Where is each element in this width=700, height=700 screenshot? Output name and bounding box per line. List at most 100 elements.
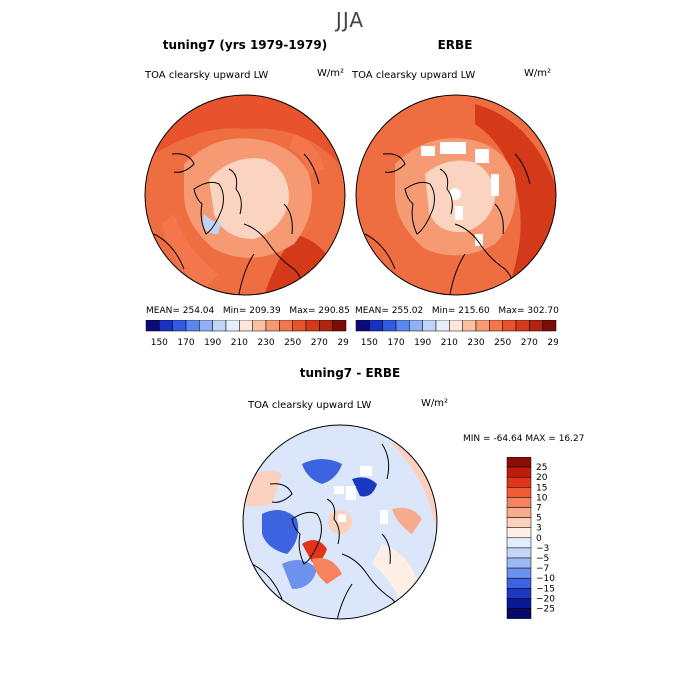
colorbar-swatch: [332, 320, 347, 332]
stats-obs: MEAN= 255.02 Min= 215.60 Max= 302.70: [355, 306, 559, 316]
colorbar-swatch: [292, 320, 307, 332]
colorbar-swatch: [449, 320, 463, 332]
mean-value: 254.04: [182, 306, 215, 316]
colorbar-swatch: [212, 320, 227, 332]
colorbar-tick-label: 230: [467, 338, 484, 348]
diff-max-value: 16.27: [558, 434, 585, 444]
colorbar-swatch: [506, 497, 532, 508]
units-label-diff: W/m²: [421, 398, 449, 409]
min-value: 209.39: [249, 306, 281, 316]
colorbar-tick-label: 7: [536, 504, 542, 514]
colorbar-swatch: [489, 320, 503, 332]
max-value: 290.85: [318, 306, 350, 316]
colorbar-swatch: [506, 466, 532, 478]
colorbar-swatch: [145, 320, 160, 332]
colorbar-swatch: [435, 320, 450, 332]
colorbar-swatch: [422, 320, 437, 332]
colorbar-tick-label: 230: [257, 338, 274, 348]
colorbar-swatch: [409, 320, 423, 332]
colorbar-tick-label: 210: [441, 338, 458, 348]
colorbar-swatch: [506, 577, 532, 589]
max-value: 302.70: [527, 306, 559, 316]
colorbar-swatch: [506, 476, 532, 488]
colorbar-tick-label: 20: [536, 473, 548, 483]
colorbar-tick-label: 170: [177, 338, 194, 348]
colorbar-swatch: [225, 320, 240, 332]
colorbar-tick-label: 10: [536, 493, 548, 503]
colorbar-tick-label: 150: [151, 338, 168, 348]
mean-label: MEAN=: [355, 306, 389, 316]
colorbar-swatch: [506, 457, 532, 468]
diff-minmax: MIN = -64.64 MAX = 16.27: [463, 434, 584, 444]
colorbar-tick-label: −15: [536, 584, 555, 594]
colorbar-tick-label: 250: [494, 338, 511, 348]
stats-model: MEAN= 254.04 Min= 209.39 Max= 290.85: [146, 306, 350, 316]
colorbar-swatch: [265, 320, 280, 332]
colorbar-swatch: [506, 487, 532, 498]
variable-label-obs: TOA clearsky upward LW: [352, 70, 476, 81]
colorbar-tick-label: 25: [536, 463, 547, 473]
units-label-model: W/m²: [317, 68, 345, 79]
diff-min-value: -64.64: [493, 434, 523, 444]
variable-label-model: TOA clearsky upward LW: [145, 70, 269, 81]
min-label: Min=: [222, 306, 247, 316]
colorbar-tick-label: 170: [387, 338, 404, 348]
colorbar-tick-label: 210: [231, 338, 248, 348]
colorbar-tick-label: 250: [284, 338, 301, 348]
min-label: Min=: [431, 306, 456, 316]
colorbar-swatch: [239, 320, 253, 332]
colorbar-tick-label: 270: [311, 338, 328, 348]
colorbar-tick-label: 290: [547, 338, 558, 348]
colorbar-swatch: [515, 320, 530, 332]
colorbar-swatch: [159, 320, 173, 332]
colorbar-swatch: [506, 588, 532, 599]
colorbar-swatch: [529, 320, 543, 332]
colorbar-swatch: [506, 557, 532, 569]
colorbar-swatch: [506, 598, 532, 609]
polar-map-model: [144, 94, 346, 296]
panel-title-model: tuning7 (yrs 1979-1979): [162, 38, 328, 52]
colorbar-tick-label: −5: [536, 554, 549, 564]
colorbar-tick-label: −7: [536, 564, 549, 574]
polar-map-diff: [242, 424, 438, 620]
colorbar-tick-label: 190: [204, 338, 221, 348]
colorbar-tick-label: 190: [414, 338, 431, 348]
colorbar-swatch: [506, 507, 532, 518]
colorbar-swatch: [185, 320, 200, 332]
colorbar-tick-label: 5: [536, 514, 542, 524]
page-title: JJA: [335, 8, 365, 32]
colorbar-swatch: [395, 320, 410, 332]
variable-label-diff: TOA clearsky upward LW: [248, 400, 372, 411]
max-label: Max=: [498, 306, 525, 316]
colorbar-swatch: [506, 517, 532, 528]
colorbar-tick-label: 150: [361, 338, 378, 348]
colorbar-swatch: [475, 320, 490, 332]
min-value: 215.60: [458, 306, 490, 316]
colorbar-swatch: [319, 320, 333, 332]
colorbar-swatch: [506, 527, 532, 539]
colorbar-swatch: [199, 320, 213, 332]
colorbar-tick-label: 290: [337, 338, 348, 348]
mean-value: 255.02: [391, 306, 424, 316]
colorbar-tick-label: −10: [536, 574, 555, 584]
colorbar-tick-label: 15: [536, 483, 547, 493]
colorbar-swatch: [382, 320, 397, 332]
colorbar-swatch: [355, 320, 370, 332]
colorbar-swatch: [279, 320, 293, 332]
colorbar-swatch: [305, 320, 320, 332]
colorbar-model: 150 170 190 210 230 250 270 290: [145, 320, 348, 348]
colorbar-tick-label: −20: [536, 594, 555, 604]
colorbar-swatch: [462, 320, 477, 332]
colorbar-swatch: [542, 320, 557, 332]
colorbar-tick-label: 3: [536, 524, 542, 534]
colorbar-tick-label: 270: [521, 338, 538, 348]
colorbar-swatch: [506, 608, 532, 619]
diff-min-label: MIN =: [463, 434, 491, 444]
colorbar-swatch: [506, 537, 532, 549]
colorbar-tick-label: −25: [536, 605, 555, 615]
colorbar-swatch: [506, 547, 532, 559]
colorbar-swatch: [506, 567, 532, 579]
max-label: Max=: [289, 306, 316, 316]
colorbar-tick-label: 0: [536, 534, 542, 544]
